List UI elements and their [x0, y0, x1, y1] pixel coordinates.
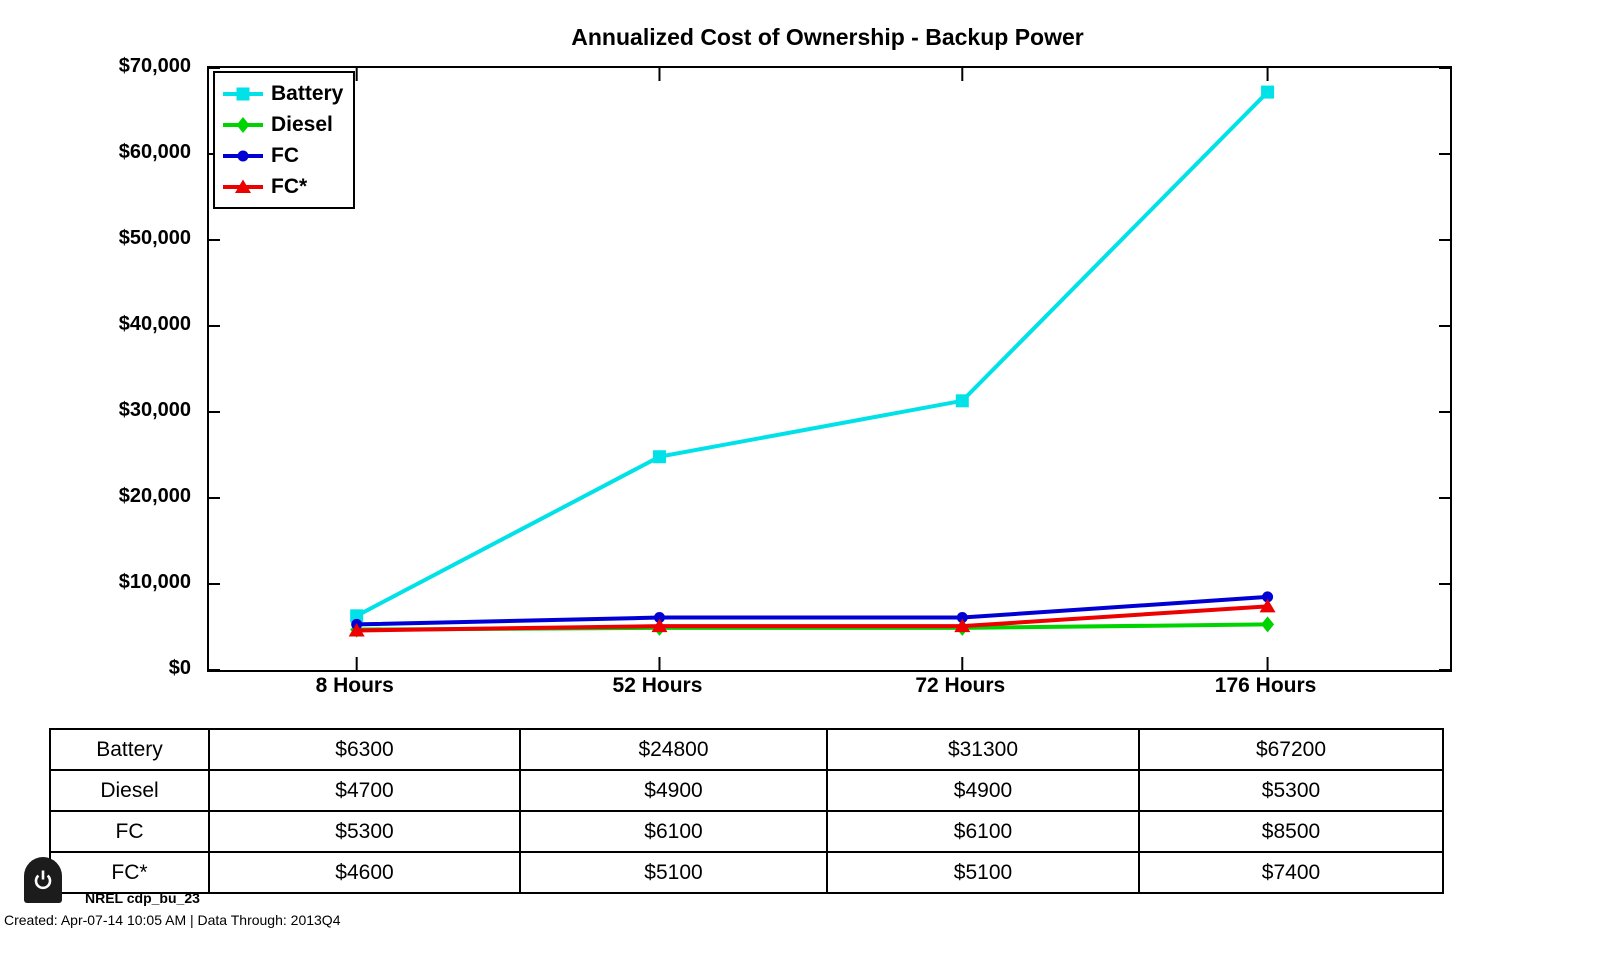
legend-swatch: [223, 116, 263, 133]
legend-swatch: [223, 87, 263, 100]
circle-marker: [653, 612, 665, 624]
table-row: FC* $4600 $5100 $5100 $7400: [49, 851, 1444, 894]
table-cell: $4900: [826, 769, 1140, 812]
x-tick-label: 52 Hours: [612, 674, 703, 697]
legend-label: Diesel: [271, 112, 333, 136]
data-table: Battery $6300 $24800 $31300 $67200 Diesel $470…: [49, 728, 1444, 894]
triangle-marker: [1259, 598, 1276, 613]
table-row-label: FC: [49, 810, 210, 853]
table-row-label: Diesel: [49, 769, 210, 812]
table-cell: $8500: [1138, 810, 1444, 853]
table-cell: $31300: [826, 728, 1140, 771]
power-badge[interactable]: [24, 857, 62, 903]
x-tick-label: 176 Hours: [1214, 674, 1317, 697]
table-row: Battery $6300 $24800 $31300 $67200: [49, 728, 1444, 771]
square-marker: [652, 450, 666, 464]
table-cell: $5100: [519, 851, 828, 894]
table-cell: $24800: [519, 728, 828, 771]
table-cell: $6100: [826, 810, 1140, 853]
diamond-marker: [1261, 616, 1275, 633]
table-cell: $7400: [1138, 851, 1444, 894]
y-tick-label: $30,000: [118, 399, 191, 421]
plot-area: Battery Diesel FC FC*: [207, 66, 1452, 672]
chart-id-label: NREL cdp_bu_23: [85, 890, 200, 906]
legend-swatch: [223, 150, 263, 161]
legend-entry-FC: FC: [221, 140, 343, 171]
square-marker: [236, 87, 250, 100]
series-line-Battery: [355, 90, 1269, 618]
y-tick-label: $40,000: [118, 313, 191, 335]
chart-title: Annualized Cost of Ownership - Backup Po…: [571, 24, 1084, 50]
triangle-marker: [348, 622, 365, 637]
circle-marker: [237, 150, 249, 161]
square-marker: [955, 394, 969, 408]
table-cell: $5300: [1138, 769, 1444, 812]
table-cell: $4700: [208, 769, 521, 812]
y-tick-label: $0: [168, 657, 191, 679]
square-marker: [350, 609, 364, 623]
table-row: Diesel $4700 $4900 $4900 $5300: [49, 769, 1444, 812]
legend-label: FC*: [271, 174, 308, 198]
y-tick-label: $60,000: [118, 141, 191, 163]
series-line-FC: [356, 594, 1268, 627]
line-chart: [209, 68, 1450, 670]
table-cell: $4600: [208, 851, 521, 894]
table-cell: $4900: [519, 769, 828, 812]
diamond-marker: [236, 116, 250, 133]
legend-entry-FC*: FC*: [221, 171, 343, 202]
table-row-label: Battery: [49, 728, 210, 771]
series-line-FC*: [356, 604, 1268, 633]
y-tick-label: $10,000: [118, 571, 191, 593]
y-tick-label: $50,000: [118, 227, 191, 249]
legend-swatch: [223, 179, 263, 193]
triangle-marker: [235, 179, 251, 193]
circle-marker: [956, 612, 968, 624]
table-cell: $6100: [519, 810, 828, 853]
legend-label: Battery: [271, 81, 344, 105]
y-tick-label: $20,000: [118, 485, 191, 507]
legend-entry-Diesel: Diesel: [221, 109, 343, 140]
triangle-marker: [954, 618, 971, 633]
table-cell: $5300: [208, 810, 521, 853]
triangle-marker: [651, 618, 668, 633]
legend-label: FC: [271, 143, 299, 167]
y-tick-label: $70,000: [118, 55, 191, 77]
created-label: Created: Apr-07-14 10:05 AM | Data Throu…: [4, 912, 341, 928]
x-tick-label: 72 Hours: [915, 674, 1006, 697]
table-cell: $6300: [208, 728, 521, 771]
table-row-label: FC*: [49, 851, 210, 894]
circle-marker: [1262, 591, 1274, 603]
power-icon: [34, 870, 52, 890]
legend: Battery Diesel FC FC*: [213, 71, 356, 209]
x-axis-labels: 8 Hours 52 Hours 72 Hours 176 Hours: [207, 674, 1448, 704]
table-row: FC $5300 $6100 $6100 $8500: [49, 810, 1444, 853]
table-cell: $67200: [1138, 728, 1444, 771]
table-cell: $5100: [826, 851, 1140, 894]
legend-entry-Battery: Battery: [221, 78, 343, 109]
square-marker: [1261, 85, 1275, 99]
y-axis-labels: $0 $10,000 $20,000 $30,000 $40,000 $50,000 $60…: [0, 55, 197, 679]
x-tick-label: 8 Hours: [315, 674, 394, 697]
